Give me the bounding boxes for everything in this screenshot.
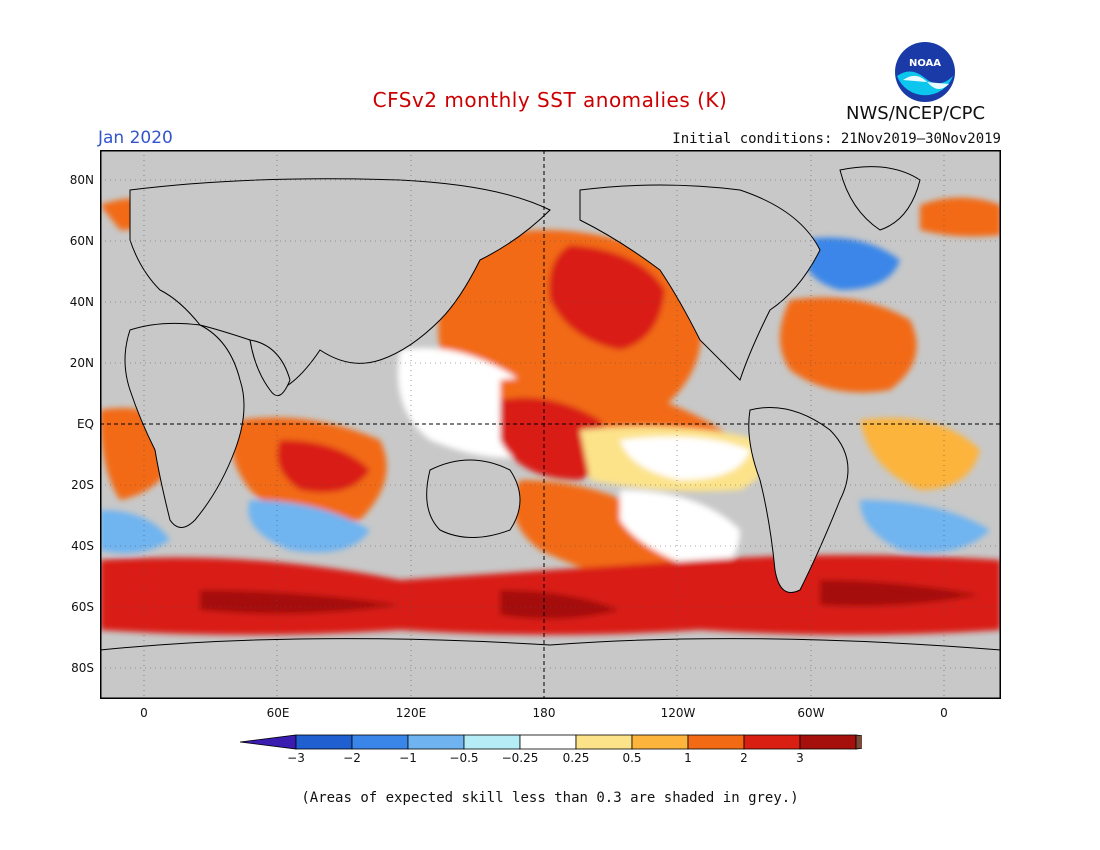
lon-label: 60E — [266, 706, 290, 720]
colorbar-label: −0.5 — [449, 751, 479, 765]
lon-label: 180 — [532, 706, 556, 720]
lon-label: 0 — [940, 706, 948, 720]
colorbar-cell — [799, 734, 857, 750]
logo-text: NOAA — [909, 58, 941, 69]
colorbar-label: 2 — [740, 751, 748, 765]
noaa-logo: NOAA — [895, 42, 955, 102]
sst-anomaly-map — [100, 150, 1001, 699]
colorbar-cell — [575, 734, 633, 750]
lon-label: 60W — [797, 706, 825, 720]
colorbar-label: −0.25 — [501, 751, 539, 765]
colorbar-cell — [631, 734, 689, 750]
graticule — [100, 150, 1001, 699]
colorbar-cell — [407, 734, 465, 750]
skill-note: (Areas of expected skill less than 0.3 a… — [301, 790, 799, 806]
colorbar-label: −2 — [343, 751, 361, 765]
lon-label: 120W — [660, 706, 696, 720]
chart-title: CFSv2 monthly SST anomalies (K) — [372, 88, 728, 112]
colorbar-label: −3 — [287, 751, 305, 765]
lat-label: 80S — [71, 661, 94, 675]
colorbar-label: 0.25 — [562, 751, 590, 765]
lat-label: EQ — [76, 417, 94, 431]
map-frame — [100, 150, 1001, 699]
colorbar-cell — [687, 734, 745, 750]
colorbar-cell — [463, 734, 521, 750]
colorbar-cell — [351, 734, 409, 750]
forecast-period: Jan 2020 — [98, 128, 173, 148]
lat-label: 60N — [69, 234, 94, 248]
colorbar-label: −1 — [399, 751, 417, 765]
lat-label: 20S — [71, 478, 94, 492]
colorbar-cell — [295, 734, 353, 750]
colorbar-label: 0.5 — [622, 751, 642, 765]
land-masses — [100, 166, 1001, 699]
lon-label: 0 — [140, 706, 148, 720]
colorbar-cell — [519, 734, 577, 750]
anomaly-field — [100, 197, 1001, 635]
lat-label: 80N — [69, 173, 94, 187]
initial-conditions-label: Initial conditions: 21Nov2019–30Nov2019 — [672, 131, 1001, 147]
colorbar-label: 1 — [684, 751, 692, 765]
colorbar-label: 3 — [796, 751, 804, 765]
colorbar — [240, 734, 862, 750]
lat-label: 60S — [71, 600, 94, 614]
colorbar-min-arrow — [240, 734, 297, 750]
lat-label: 40S — [71, 539, 94, 553]
lat-label: 40N — [69, 295, 94, 309]
agency-label: NWS/NCEP/CPC — [846, 103, 986, 124]
lon-label: 120E — [395, 706, 427, 720]
lat-label: 20N — [69, 356, 94, 370]
colorbar-max-arrow — [855, 734, 862, 750]
colorbar-cell — [743, 734, 801, 750]
